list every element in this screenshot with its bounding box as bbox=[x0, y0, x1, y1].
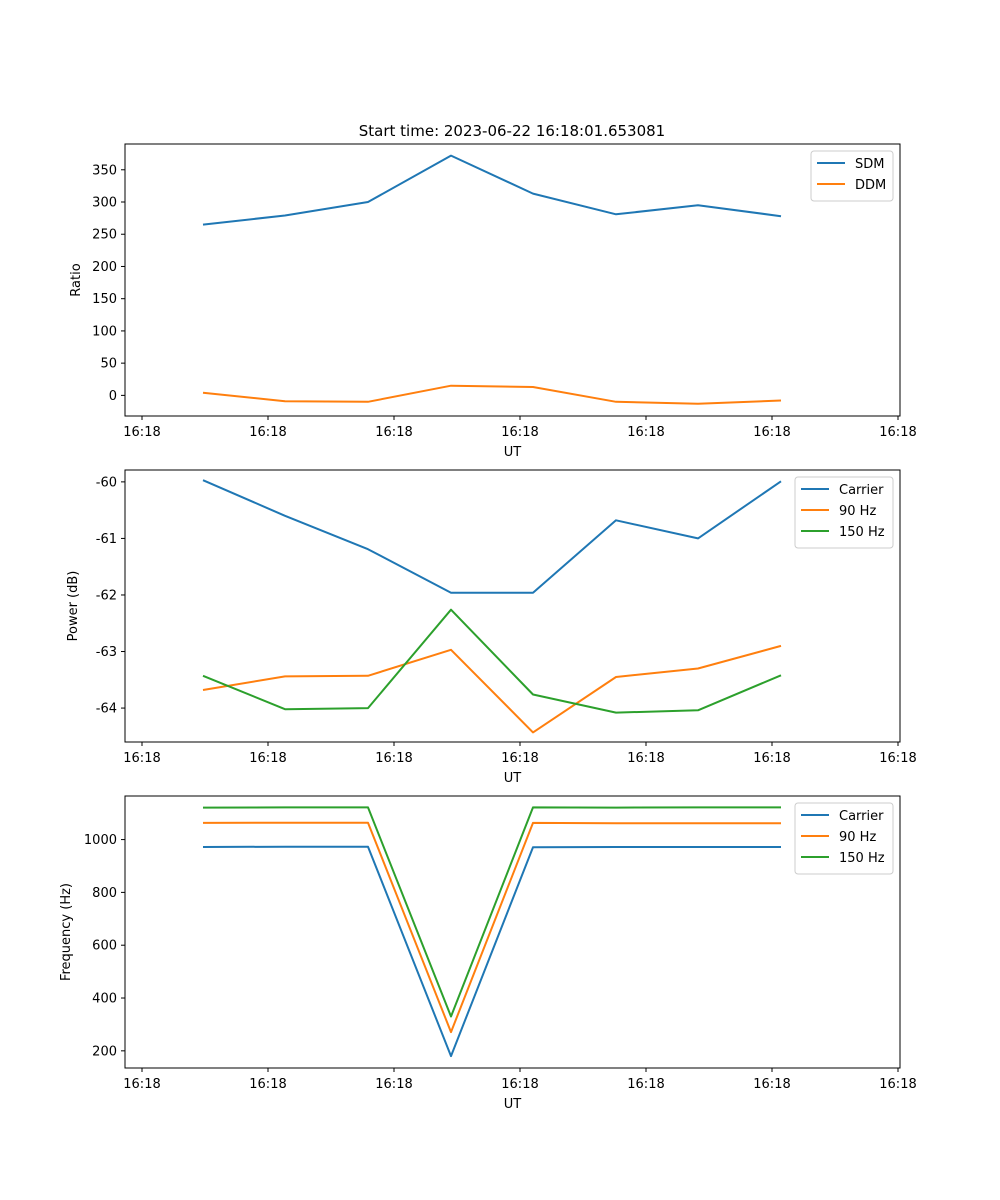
power-x-tick-label: 16:18 bbox=[501, 751, 538, 766]
frequency-y-axis-label: Frequency (Hz) bbox=[59, 883, 74, 981]
frequency-series-90-hz bbox=[202, 821, 781, 1034]
frequency-y-tick-label: 600 bbox=[92, 939, 117, 954]
ratio-x-tick-label: 16:18 bbox=[249, 425, 286, 440]
frequency-axes-frame bbox=[124, 795, 901, 1069]
power-y-tick-label: -62 bbox=[96, 588, 117, 603]
frequency-legend-label: Carrier bbox=[839, 809, 884, 824]
frequency-series-carrier bbox=[202, 845, 781, 1058]
ratio-legend-label: DDM bbox=[855, 178, 886, 193]
ratio-x-tick-label: 16:18 bbox=[123, 425, 160, 440]
ratio-legend-label: SDM bbox=[855, 157, 884, 172]
frequency-x-tick-label: 16:18 bbox=[123, 1077, 160, 1092]
ratio-y-tick-label: 150 bbox=[92, 292, 117, 307]
power-x-tick-label: 16:18 bbox=[249, 751, 286, 766]
ratio-y-tick-label: 0 bbox=[109, 389, 117, 404]
ratio-axes-frame bbox=[124, 143, 901, 417]
power-x-tick-label: 16:18 bbox=[753, 751, 790, 766]
power-series-90-hz bbox=[202, 644, 782, 734]
power-panel: 16:18 16:18 16:18 16:18 16:18 16:18 16:18 UT -64… bbox=[66, 469, 917, 786]
ratio-y-tick-label: 250 bbox=[92, 228, 117, 243]
power-legend-label: 90 Hz bbox=[839, 504, 876, 519]
power-axes-frame bbox=[124, 469, 901, 743]
ratio-x-tick-label: 16:18 bbox=[753, 425, 790, 440]
power-series-carrier bbox=[202, 479, 782, 594]
power-x-tick-label: 16:18 bbox=[879, 751, 916, 766]
frequency-panel: 16:18 16:18 16:18 16:18 16:18 16:18 16:18 UT 200… bbox=[59, 795, 917, 1112]
frequency-legend-label: 90 Hz bbox=[839, 830, 876, 845]
ratio-panel: 16:18 16:18 16:18 16:18 16:18 16:18 16:18 UT 0 50… bbox=[69, 143, 917, 460]
ratio-series-ddm bbox=[202, 384, 782, 405]
power-x-tick-label: 16:18 bbox=[627, 751, 664, 766]
frequency-series-150-hz bbox=[202, 806, 781, 1018]
power-y-tick-label: -63 bbox=[96, 645, 117, 660]
frequency-x-axis-label: UT bbox=[504, 1097, 522, 1112]
ratio-series-sdm bbox=[202, 154, 782, 226]
power-y-tick-label: -61 bbox=[96, 532, 117, 547]
frequency-legend-label: 150 Hz bbox=[839, 851, 885, 866]
ratio-y-tick-label: 200 bbox=[92, 260, 117, 275]
power-y-tick-label: -60 bbox=[96, 475, 117, 490]
power-x-tick-label: 16:18 bbox=[375, 751, 412, 766]
ratio-y-tick-label: 50 bbox=[100, 357, 117, 372]
frequency-y-tick-label: 200 bbox=[92, 1044, 117, 1059]
figure-title: Start time: 2023-06-22 16:18:01.653081 bbox=[359, 122, 665, 140]
frequency-y-tick-label: 1000 bbox=[84, 833, 117, 848]
frequency-x-tick-label: 16:18 bbox=[501, 1077, 538, 1092]
power-legend-label: Carrier bbox=[839, 483, 884, 498]
power-x-tick-label: 16:18 bbox=[123, 751, 160, 766]
frequency-y-tick-label: 800 bbox=[92, 886, 117, 901]
frequency-x-tick-label: 16:18 bbox=[879, 1077, 916, 1092]
frequency-x-tick-label: 16:18 bbox=[627, 1077, 664, 1092]
power-x-axis-label: UT bbox=[504, 771, 522, 786]
frequency-x-tick-label: 16:18 bbox=[375, 1077, 412, 1092]
power-y-tick-label: -64 bbox=[96, 702, 117, 717]
frequency-x-tick-label: 16:18 bbox=[753, 1077, 790, 1092]
ratio-x-tick-label: 16:18 bbox=[879, 425, 916, 440]
ratio-x-tick-label: 16:18 bbox=[501, 425, 538, 440]
frequency-x-tick-label: 16:18 bbox=[249, 1077, 286, 1092]
ratio-y-axis-label: Ratio bbox=[69, 263, 84, 296]
power-legend-label: 150 Hz bbox=[839, 525, 885, 540]
ratio-x-tick-label: 16:18 bbox=[627, 425, 664, 440]
power-y-axis-label: Power (dB) bbox=[66, 571, 81, 642]
power-series-150-hz bbox=[202, 608, 782, 714]
ratio-x-tick-label: 16:18 bbox=[375, 425, 412, 440]
ratio-y-tick-label: 300 bbox=[92, 196, 117, 211]
ratio-y-tick-label: 350 bbox=[92, 163, 117, 178]
frequency-y-tick-label: 400 bbox=[92, 992, 117, 1007]
ratio-x-axis-label: UT bbox=[504, 445, 522, 460]
ratio-y-tick-label: 100 bbox=[92, 324, 117, 339]
